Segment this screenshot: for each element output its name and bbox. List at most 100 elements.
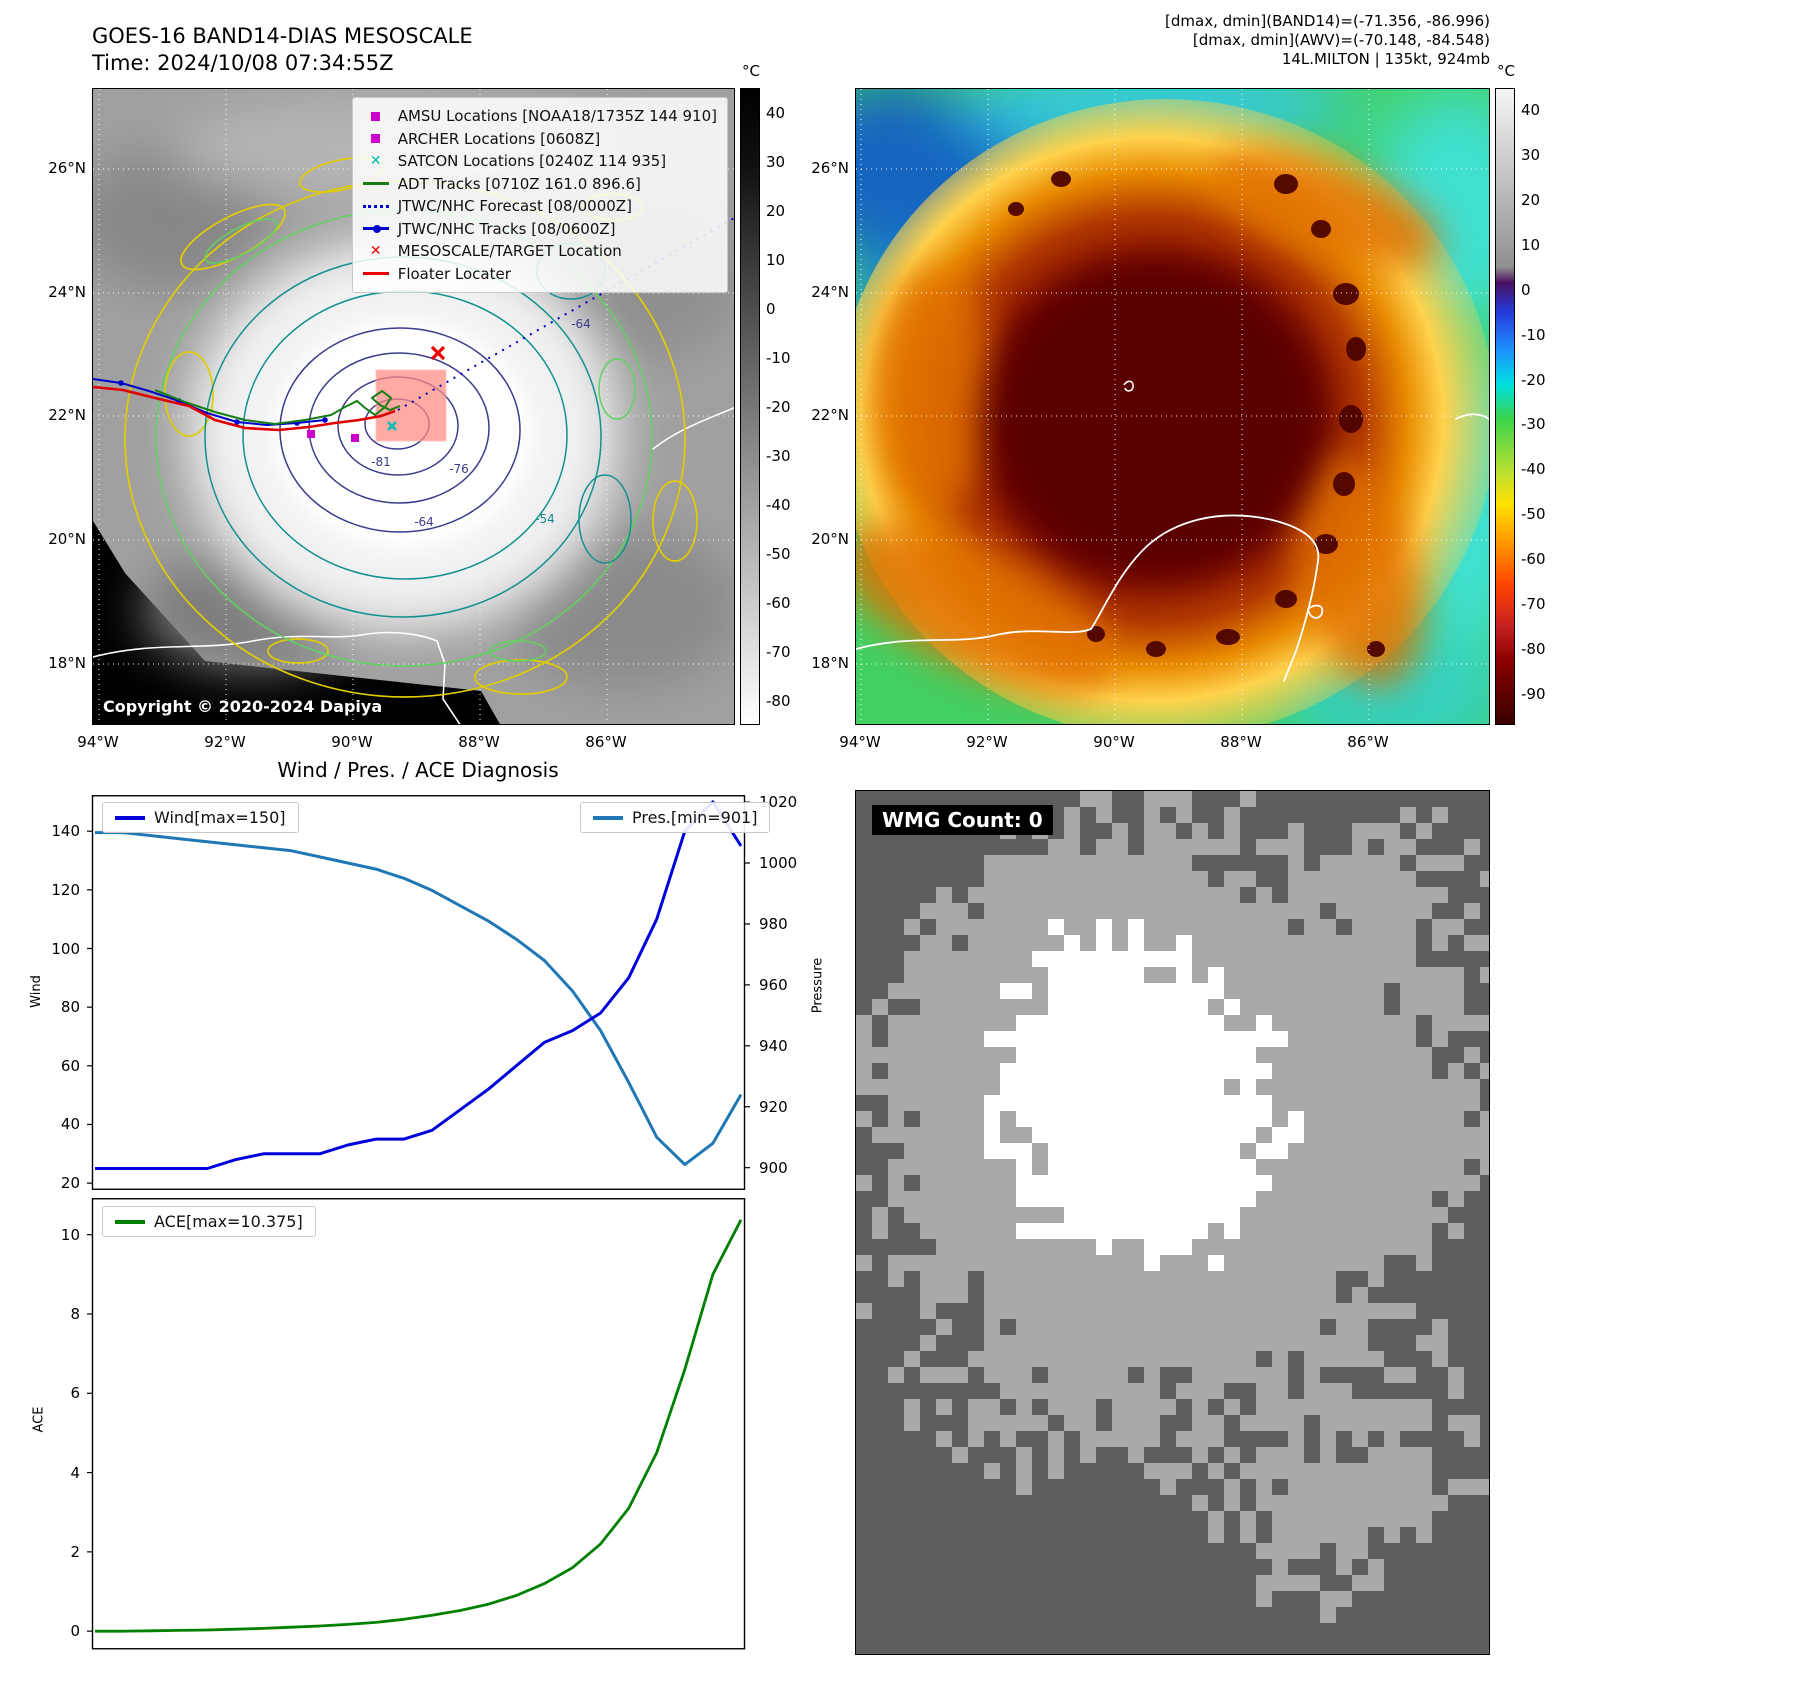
lat-tick-label: 24°N: [811, 283, 849, 301]
wind-pressure-chart: [87, 795, 750, 1190]
pressure-legend: Pres.[min=901]: [580, 802, 771, 833]
wind-tick-label: 60: [60, 1056, 80, 1075]
colorbar-tick-label: -40: [1521, 460, 1546, 479]
ace-tick-label: 2: [70, 1542, 80, 1561]
wind-tick-label: 140: [51, 822, 80, 841]
contour-label: -54: [535, 512, 555, 526]
lat-tick-label: 22°N: [811, 406, 849, 424]
legend-item: Floater Locater: [361, 263, 717, 286]
legend-item: AMSU Locations [NOAA18/1735Z 144 910]: [361, 105, 717, 128]
pressure-tick-label: 960: [759, 975, 788, 994]
colorbar-tick-label: -20: [1521, 370, 1546, 389]
colorbar-tick-label: -10: [766, 348, 791, 367]
wind-tick-label: 20: [60, 1174, 80, 1193]
colorbar-tick-label: 10: [766, 250, 786, 269]
legend-item-label: JTWC/NHC Tracks [08/0600Z]: [397, 219, 616, 238]
eye-marker: [1123, 380, 1134, 392]
lat-tick-label: 20°N: [48, 530, 86, 548]
legend-item-label: SATCON Locations [0240Z 114 935]: [397, 152, 667, 170]
dotted-legend-marker-icon: [361, 204, 391, 208]
contour-label: -81: [371, 455, 391, 469]
colorbar-tick-label: 20: [766, 201, 786, 220]
storm-tracks: [93, 216, 734, 442]
storm-id-line: 14L.MILTON | 135kt, 924mb: [1281, 50, 1490, 68]
wmg-pixel-map: [856, 791, 1489, 1654]
legend-item: ✕ MESOSCALE/TARGET Location: [361, 240, 717, 263]
lon-tick-label: 92°W: [204, 733, 246, 751]
ace-chart: [87, 1198, 746, 1650]
contour-labels: -81 -76 -64 -64 -54: [371, 317, 591, 529]
diagnosis-chart-title: Wind / Pres. / ACE Diagnosis: [277, 758, 559, 782]
lat-tick-label: 18°N: [48, 654, 86, 672]
ace-legend-label: ACE[max=10.375]: [154, 1212, 303, 1231]
pressure-tick-label: 980: [759, 914, 788, 933]
colorbar-unit: °C: [1497, 62, 1515, 80]
temperature-contours: [124, 157, 698, 698]
legend-item-label: Floater Locater: [397, 264, 511, 283]
colorbar-tick-label: 20: [1521, 191, 1541, 210]
pressure-tick-label: 900: [759, 1158, 788, 1177]
pressure-legend-label: Pres.[min=901]: [632, 808, 758, 827]
band14-panel-time: Time: 2024/10/08 07:34:55Z: [92, 51, 394, 75]
square-legend-marker-icon: [361, 134, 391, 144]
legend-item: ✕ SATCON Locations [0240Z 114 935]: [361, 150, 717, 173]
colorbar-tick-label: 30: [766, 152, 786, 171]
ace-tick-label: 6: [70, 1384, 80, 1403]
legend-item-label: JTWC/NHC Forecast [08/0000Z]: [397, 197, 632, 215]
colorbar-tick-label: 30: [1521, 146, 1541, 165]
lon-tick-label: 94°W: [77, 733, 119, 751]
ace-line-swatch: [115, 1219, 145, 1224]
legend-item: JTWC/NHC Tracks [08/0600Z]: [361, 218, 717, 241]
wind-tick-label: 80: [60, 998, 80, 1017]
satcon-marker: [387, 421, 397, 431]
wind-line-swatch: [115, 815, 145, 820]
dmax-awv-line: [dmax, dmin](AWV)=(-70.148, -84.548): [1192, 31, 1490, 49]
colorbar-tick-label: 10: [1521, 236, 1541, 254]
square-legend-marker-icon: [361, 111, 391, 121]
map-legend: AMSU Locations [NOAA18/1735Z 144 910] ARC…: [351, 97, 728, 293]
lon-tick-label: 90°W: [1093, 733, 1135, 751]
legend-item: JTWC/NHC Forecast [08/0000Z]: [361, 195, 717, 218]
colorbar-tick-label: -10: [1521, 325, 1546, 344]
target-x-marker: [430, 345, 446, 361]
ace-tick-label: 4: [70, 1463, 80, 1482]
copyright-text: Copyright © 2020-2024 Dapiya: [103, 697, 383, 716]
lon-tick-label: 94°W: [839, 733, 881, 751]
colorbar-unit: °C: [742, 62, 760, 80]
band14-panel-title: GOES-16 BAND14-DIAS MESOSCALE: [92, 24, 473, 48]
wmg-count-label: WMG Count: 0: [872, 805, 1053, 835]
legend-item-label: ARCHER Locations [0608Z]: [397, 129, 601, 148]
wind-legend: Wind[max=150]: [102, 802, 299, 833]
x-legend-marker-icon: ✕: [369, 243, 382, 260]
archer-marker: [351, 434, 359, 442]
ace-tick-label: 0: [70, 1622, 80, 1641]
ace-axis-label: ACE: [31, 1406, 47, 1433]
pressure-tick-label: 1000: [759, 854, 798, 873]
lon-tick-label: 88°W: [458, 733, 500, 751]
colorbar-tick-label: -60: [1521, 550, 1546, 569]
wind-legend-label: Wind[max=150]: [154, 808, 286, 827]
wind-tick-label: 40: [60, 1115, 80, 1134]
lat-tick-label: 24°N: [48, 283, 86, 301]
pressure-line-swatch: [593, 815, 623, 820]
lat-tick-label: 22°N: [48, 406, 86, 424]
band14-satellite-map: -81 -76 -64 -64 -54 AMSU Locations [NOAA18/1…: [92, 88, 735, 725]
lat-tick-label: 20°N: [811, 530, 849, 548]
colorbar-tick-label: -50: [1521, 505, 1546, 524]
lon-tick-label: 86°W: [585, 733, 627, 751]
wind-tick-label: 120: [51, 880, 80, 899]
colorbar-tick-label: 0: [1521, 280, 1531, 299]
colorbar-tick-label: -30: [1521, 415, 1546, 434]
enhanced-ir-map: [855, 88, 1490, 725]
lat-tick-label: 26°N: [48, 159, 86, 177]
dmax-band14-line: [dmax, dmin](BAND14)=(-71.356, -86.996): [1165, 12, 1490, 30]
colorbar-tick-label: -30: [766, 446, 791, 465]
enhanced-ir-colorbar: [1495, 88, 1515, 725]
colorbar-tick-label: -20: [766, 397, 791, 416]
colorbar-tick-label: -80: [766, 691, 791, 710]
colorbar-tick-label: -80: [1521, 639, 1546, 658]
amsu-marker: [307, 430, 315, 438]
pressure-tick-label: 920: [759, 1097, 788, 1116]
coastline: [93, 406, 734, 724]
